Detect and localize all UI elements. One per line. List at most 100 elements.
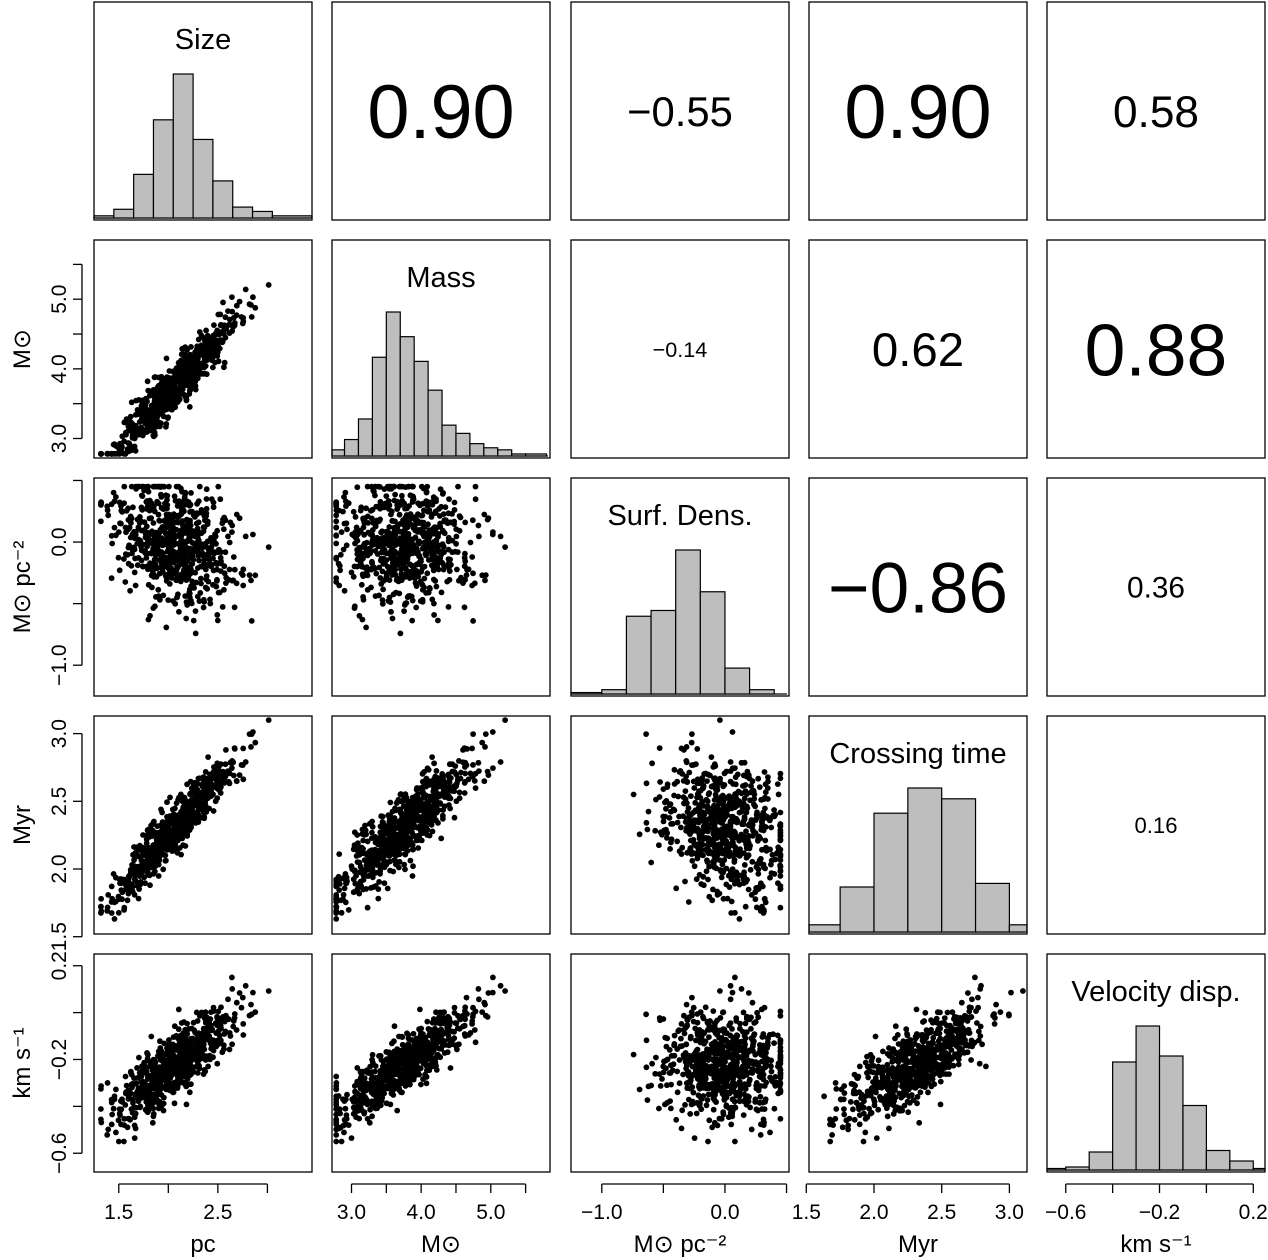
scatter-point [230, 577, 237, 584]
scatter-point [181, 351, 187, 357]
panel-r3-c0 [93, 715, 313, 935]
scatter-crossing-time-vs-mass [333, 717, 508, 922]
scatter-point [173, 577, 180, 584]
scatter-point [128, 1106, 135, 1113]
scatter-point [402, 527, 408, 533]
scatter-point [743, 879, 749, 885]
scatter-point [341, 494, 347, 500]
scatter-point [182, 549, 189, 556]
scatter-point [221, 563, 228, 570]
scatter-point [777, 886, 784, 892]
scatter-point [131, 857, 137, 863]
scatter-point [145, 871, 151, 878]
scatter-point [368, 584, 374, 591]
scatter-point [212, 798, 219, 805]
scatter-point [98, 450, 104, 457]
scatter-point [160, 389, 167, 396]
scatter-point [165, 537, 172, 544]
panel-r3-c3: Crossing time [808, 715, 1028, 935]
scatter-point [137, 879, 144, 885]
scatter-point [738, 759, 745, 766]
scatter-point [195, 819, 202, 825]
scatter-point [342, 489, 349, 496]
scatter-point [193, 1009, 200, 1016]
scatter-point [213, 344, 220, 351]
scatter-point [729, 866, 736, 872]
scatter-point [200, 528, 207, 535]
scatter-point [223, 747, 229, 753]
scatter-point [98, 1119, 105, 1126]
scatter-point [161, 528, 168, 535]
scatter-point [204, 518, 211, 525]
scatter-point [420, 816, 427, 823]
scatter-point [364, 851, 371, 857]
scatter-point [453, 798, 460, 805]
scatter-point [351, 605, 358, 611]
scatter-point [333, 575, 340, 582]
scatter-point [395, 846, 402, 852]
scatter-point [98, 908, 105, 915]
scatter-point [357, 555, 364, 561]
scatter-point [363, 505, 369, 512]
scatter-point [777, 873, 784, 879]
scatter-point [167, 381, 173, 388]
scatter-point [413, 580, 419, 587]
panel-r3-c1 [331, 715, 551, 935]
scatter-point [145, 414, 151, 421]
scatter-point [223, 574, 230, 581]
scatter-point [142, 402, 149, 409]
scatter-point [153, 1075, 160, 1082]
scatter-point [765, 778, 771, 785]
scatter-point [438, 503, 445, 510]
panel-frame [331, 1, 551, 221]
scatter-point [454, 566, 460, 573]
scatter-point [761, 769, 768, 775]
panel-r3-c4: 0.16 [1046, 715, 1266, 935]
hist-bar-size-3 [152, 119, 174, 219]
scatter-point [113, 1086, 119, 1093]
scatter-point [182, 808, 189, 815]
scatter-point [186, 404, 193, 410]
scatter-point [710, 862, 717, 868]
scatter-point [341, 587, 348, 594]
scatter-point [417, 823, 423, 830]
scatter-point [160, 866, 167, 873]
scatter-point [484, 768, 491, 775]
scatter-point [201, 813, 208, 820]
scatter-point [412, 793, 419, 799]
scatter-point [344, 526, 350, 533]
scatter-point [246, 301, 253, 308]
scatter-point [396, 858, 403, 865]
scatter-point [704, 778, 710, 784]
scatter-point [184, 558, 190, 565]
scatter-point [226, 566, 233, 573]
scatter-point [145, 1051, 151, 1058]
scatter-point [132, 555, 139, 562]
scatter-point [186, 358, 192, 365]
scatter-point [720, 867, 727, 874]
scatter-point [158, 549, 165, 555]
scatter-point [111, 524, 118, 531]
scatter-point [352, 867, 358, 874]
scatter-point [445, 604, 452, 610]
scatter-point [416, 815, 422, 822]
scatter-point [404, 556, 411, 562]
hist-bar-mass-13 [511, 453, 527, 457]
scatter-point [667, 846, 673, 852]
scatter-point [98, 895, 104, 902]
scatter-point [357, 864, 364, 870]
scatter-point [133, 528, 139, 535]
scatter-point [383, 528, 390, 535]
hist-bar-mass-10 [469, 443, 485, 457]
scatter-point [769, 851, 776, 858]
scatter-point [490, 765, 496, 771]
scatter-point [333, 876, 340, 883]
scatter-point [469, 582, 475, 589]
scatter-point [752, 896, 759, 903]
scatter-point [188, 490, 194, 496]
scatter-point [118, 880, 124, 887]
scatter-point [757, 855, 764, 862]
scatter-point [217, 785, 224, 791]
scatter-point [636, 831, 643, 838]
scatter-point [689, 818, 696, 825]
